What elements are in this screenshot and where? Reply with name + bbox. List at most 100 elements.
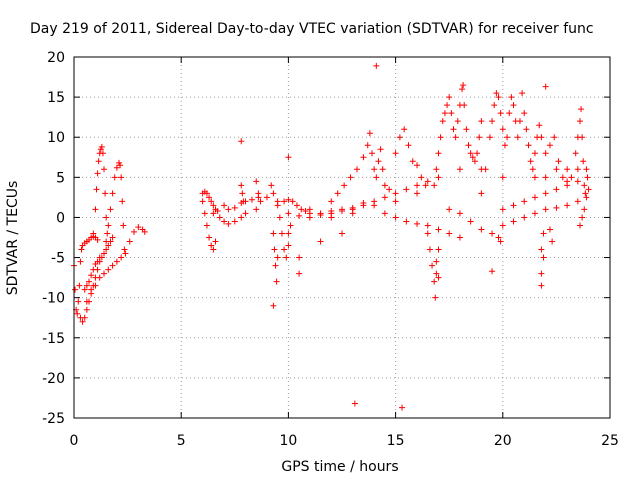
data-point-marker xyxy=(77,258,84,265)
data-point-marker xyxy=(126,238,133,245)
data-point-marker xyxy=(506,110,513,117)
data-point-marker xyxy=(546,142,553,149)
data-point-marker xyxy=(369,150,376,157)
chart-title: Day 219 of 2011, Sidereal Day-to-day VTE… xyxy=(30,21,594,37)
data-point-marker xyxy=(238,182,245,189)
data-point-marker xyxy=(373,62,380,69)
data-point-marker xyxy=(92,206,99,213)
data-point-marker xyxy=(454,118,461,125)
data-point-marker xyxy=(456,210,463,217)
data-point-marker xyxy=(422,182,429,189)
data-point-marker xyxy=(98,143,105,150)
data-point-marker xyxy=(435,174,442,181)
data-point-marker xyxy=(542,190,549,197)
data-point-marker xyxy=(576,222,583,229)
plot-frame xyxy=(73,56,611,419)
data-point-marker xyxy=(574,166,581,173)
data-point-marker xyxy=(102,190,109,197)
y-tick-label: 0 xyxy=(56,210,65,226)
data-point-marker xyxy=(107,206,114,213)
data-point-marker xyxy=(504,134,511,141)
y-tick-label: -25 xyxy=(42,411,65,427)
data-point-marker xyxy=(576,118,583,125)
data-point-marker xyxy=(564,166,571,173)
x-tick-label: 25 xyxy=(601,433,619,449)
data-point-marker xyxy=(248,196,255,203)
data-point-marker xyxy=(95,158,102,165)
data-point-marker xyxy=(354,166,361,173)
data-point-marker xyxy=(585,186,592,193)
data-point-marker xyxy=(88,272,95,279)
data-point-marker xyxy=(117,162,124,169)
data-point-marker xyxy=(491,102,498,109)
data-point-marker xyxy=(460,82,467,89)
data-point-marker xyxy=(452,134,459,141)
data-point-marker xyxy=(463,126,470,133)
data-point-marker xyxy=(444,102,451,109)
data-point-marker xyxy=(208,198,215,205)
data-point-marker xyxy=(467,150,474,157)
data-point-marker xyxy=(549,238,556,245)
data-point-marker xyxy=(508,94,515,101)
data-point-marker xyxy=(499,174,506,181)
data-point-marker xyxy=(349,210,356,217)
data-point-marker xyxy=(371,166,378,173)
data-point-marker xyxy=(101,250,108,257)
data-point-marker xyxy=(489,118,496,125)
data-point-marker xyxy=(431,182,438,189)
data-point-marker xyxy=(486,134,493,141)
data-point-marker xyxy=(86,278,93,285)
data-point-marker xyxy=(270,302,277,309)
y-tick-label: 15 xyxy=(47,90,65,106)
data-point-marker xyxy=(414,162,421,169)
data-point-marker xyxy=(81,314,88,321)
data-point-marker xyxy=(446,94,453,101)
data-point-marker xyxy=(478,190,485,197)
data-point-marker xyxy=(564,178,571,185)
data-point-marker xyxy=(435,150,442,157)
y-axis-label: SDTVAR / TECUs xyxy=(5,181,21,296)
data-point-marker xyxy=(414,220,421,227)
data-point-marker xyxy=(141,228,148,235)
data-point-marker xyxy=(253,178,260,185)
data-point-marker xyxy=(104,230,111,237)
data-point-marker xyxy=(433,166,440,173)
data-point-marker xyxy=(396,134,403,141)
data-point-marker xyxy=(113,164,120,171)
data-point-marker xyxy=(478,226,485,233)
data-point-marker xyxy=(210,246,217,253)
data-point-marker xyxy=(489,268,496,275)
data-point-marker xyxy=(429,262,436,269)
data-point-marker xyxy=(441,110,448,117)
y-tick-label: 10 xyxy=(47,130,65,146)
data-point-marker xyxy=(373,174,380,181)
data-point-marker xyxy=(392,214,399,221)
data-point-marker xyxy=(546,226,553,233)
data-point-marker xyxy=(403,186,410,193)
data-point-marker xyxy=(296,270,303,277)
data-point-marker xyxy=(317,238,324,245)
data-point-marker xyxy=(255,190,262,197)
data-point-marker xyxy=(403,218,410,225)
data-point-marker xyxy=(446,206,453,213)
data-point-marker xyxy=(105,266,112,273)
data-point-marker xyxy=(521,198,528,205)
data-point-marker xyxy=(572,150,579,157)
data-point-marker xyxy=(499,126,506,133)
data-point-marker xyxy=(448,110,455,117)
data-point-marker xyxy=(409,158,416,165)
data-point-marker xyxy=(239,190,246,197)
x-tick-label: 15 xyxy=(387,433,405,449)
data-point-marker xyxy=(274,202,281,209)
data-point-marker xyxy=(579,214,586,221)
x-tick-label: 20 xyxy=(494,433,512,449)
data-point-marker xyxy=(109,234,116,241)
data-point-marker xyxy=(101,270,108,277)
data-point-marker xyxy=(501,142,508,149)
data-point-marker xyxy=(392,150,399,157)
data-point-marker xyxy=(339,230,345,237)
data-point-marker xyxy=(366,130,373,137)
data-point-marker xyxy=(289,198,296,205)
